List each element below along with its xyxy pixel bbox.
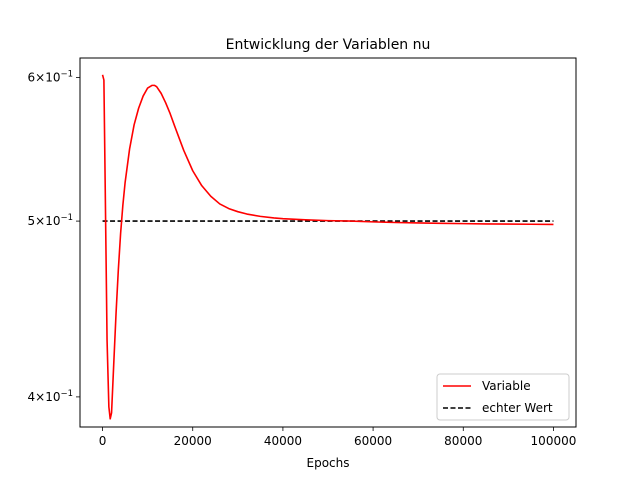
x-tick-label: 100000 (531, 434, 577, 448)
series-layer (101, 74, 554, 420)
x-tick-label: 40000 (264, 434, 302, 448)
x-tick-label: 60000 (354, 434, 392, 448)
x-tick-label: 20000 (174, 434, 212, 448)
series-line-variable (101, 74, 554, 420)
x-tick-label: 0 (99, 434, 107, 448)
legend-label-echter-wert: echter Wert (482, 401, 553, 415)
y-axis-ticks: 4×10−1 5×10−1 6×10−1 (28, 69, 80, 404)
x-axis-ticks: 0 20000 40000 60000 80000 100000 (99, 427, 577, 448)
x-axis-label: Epochs (307, 456, 350, 470)
x-tick-label: 80000 (444, 434, 482, 448)
legend-label-variable: Variable (482, 379, 531, 393)
y-tick-label: 5×10−1 (28, 213, 74, 228)
y-tick-label: 6×10−1 (28, 69, 74, 84)
plot-frame (79, 57, 577, 428)
y-tick-label: 4×10−1 (28, 389, 74, 404)
legend: Variable echter Wert (436, 373, 570, 421)
chart-title: Entwicklung der Variablen nu (226, 37, 431, 53)
